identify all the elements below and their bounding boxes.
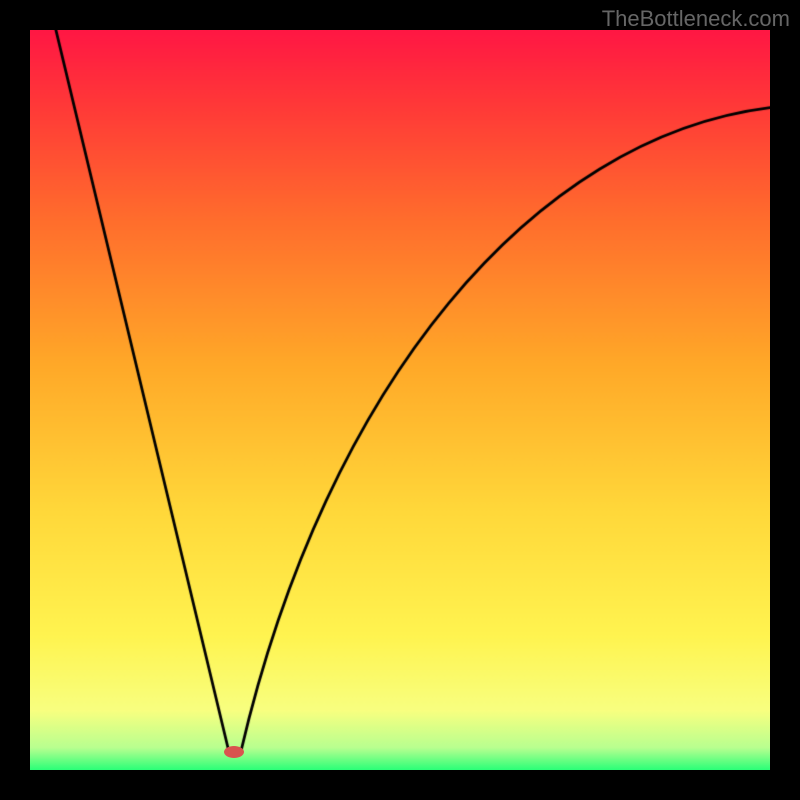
minimum-marker [224, 746, 244, 758]
bottleneck-curve [30, 30, 770, 770]
chart-region [30, 30, 770, 770]
watermark: TheBottleneck.com [602, 6, 790, 32]
